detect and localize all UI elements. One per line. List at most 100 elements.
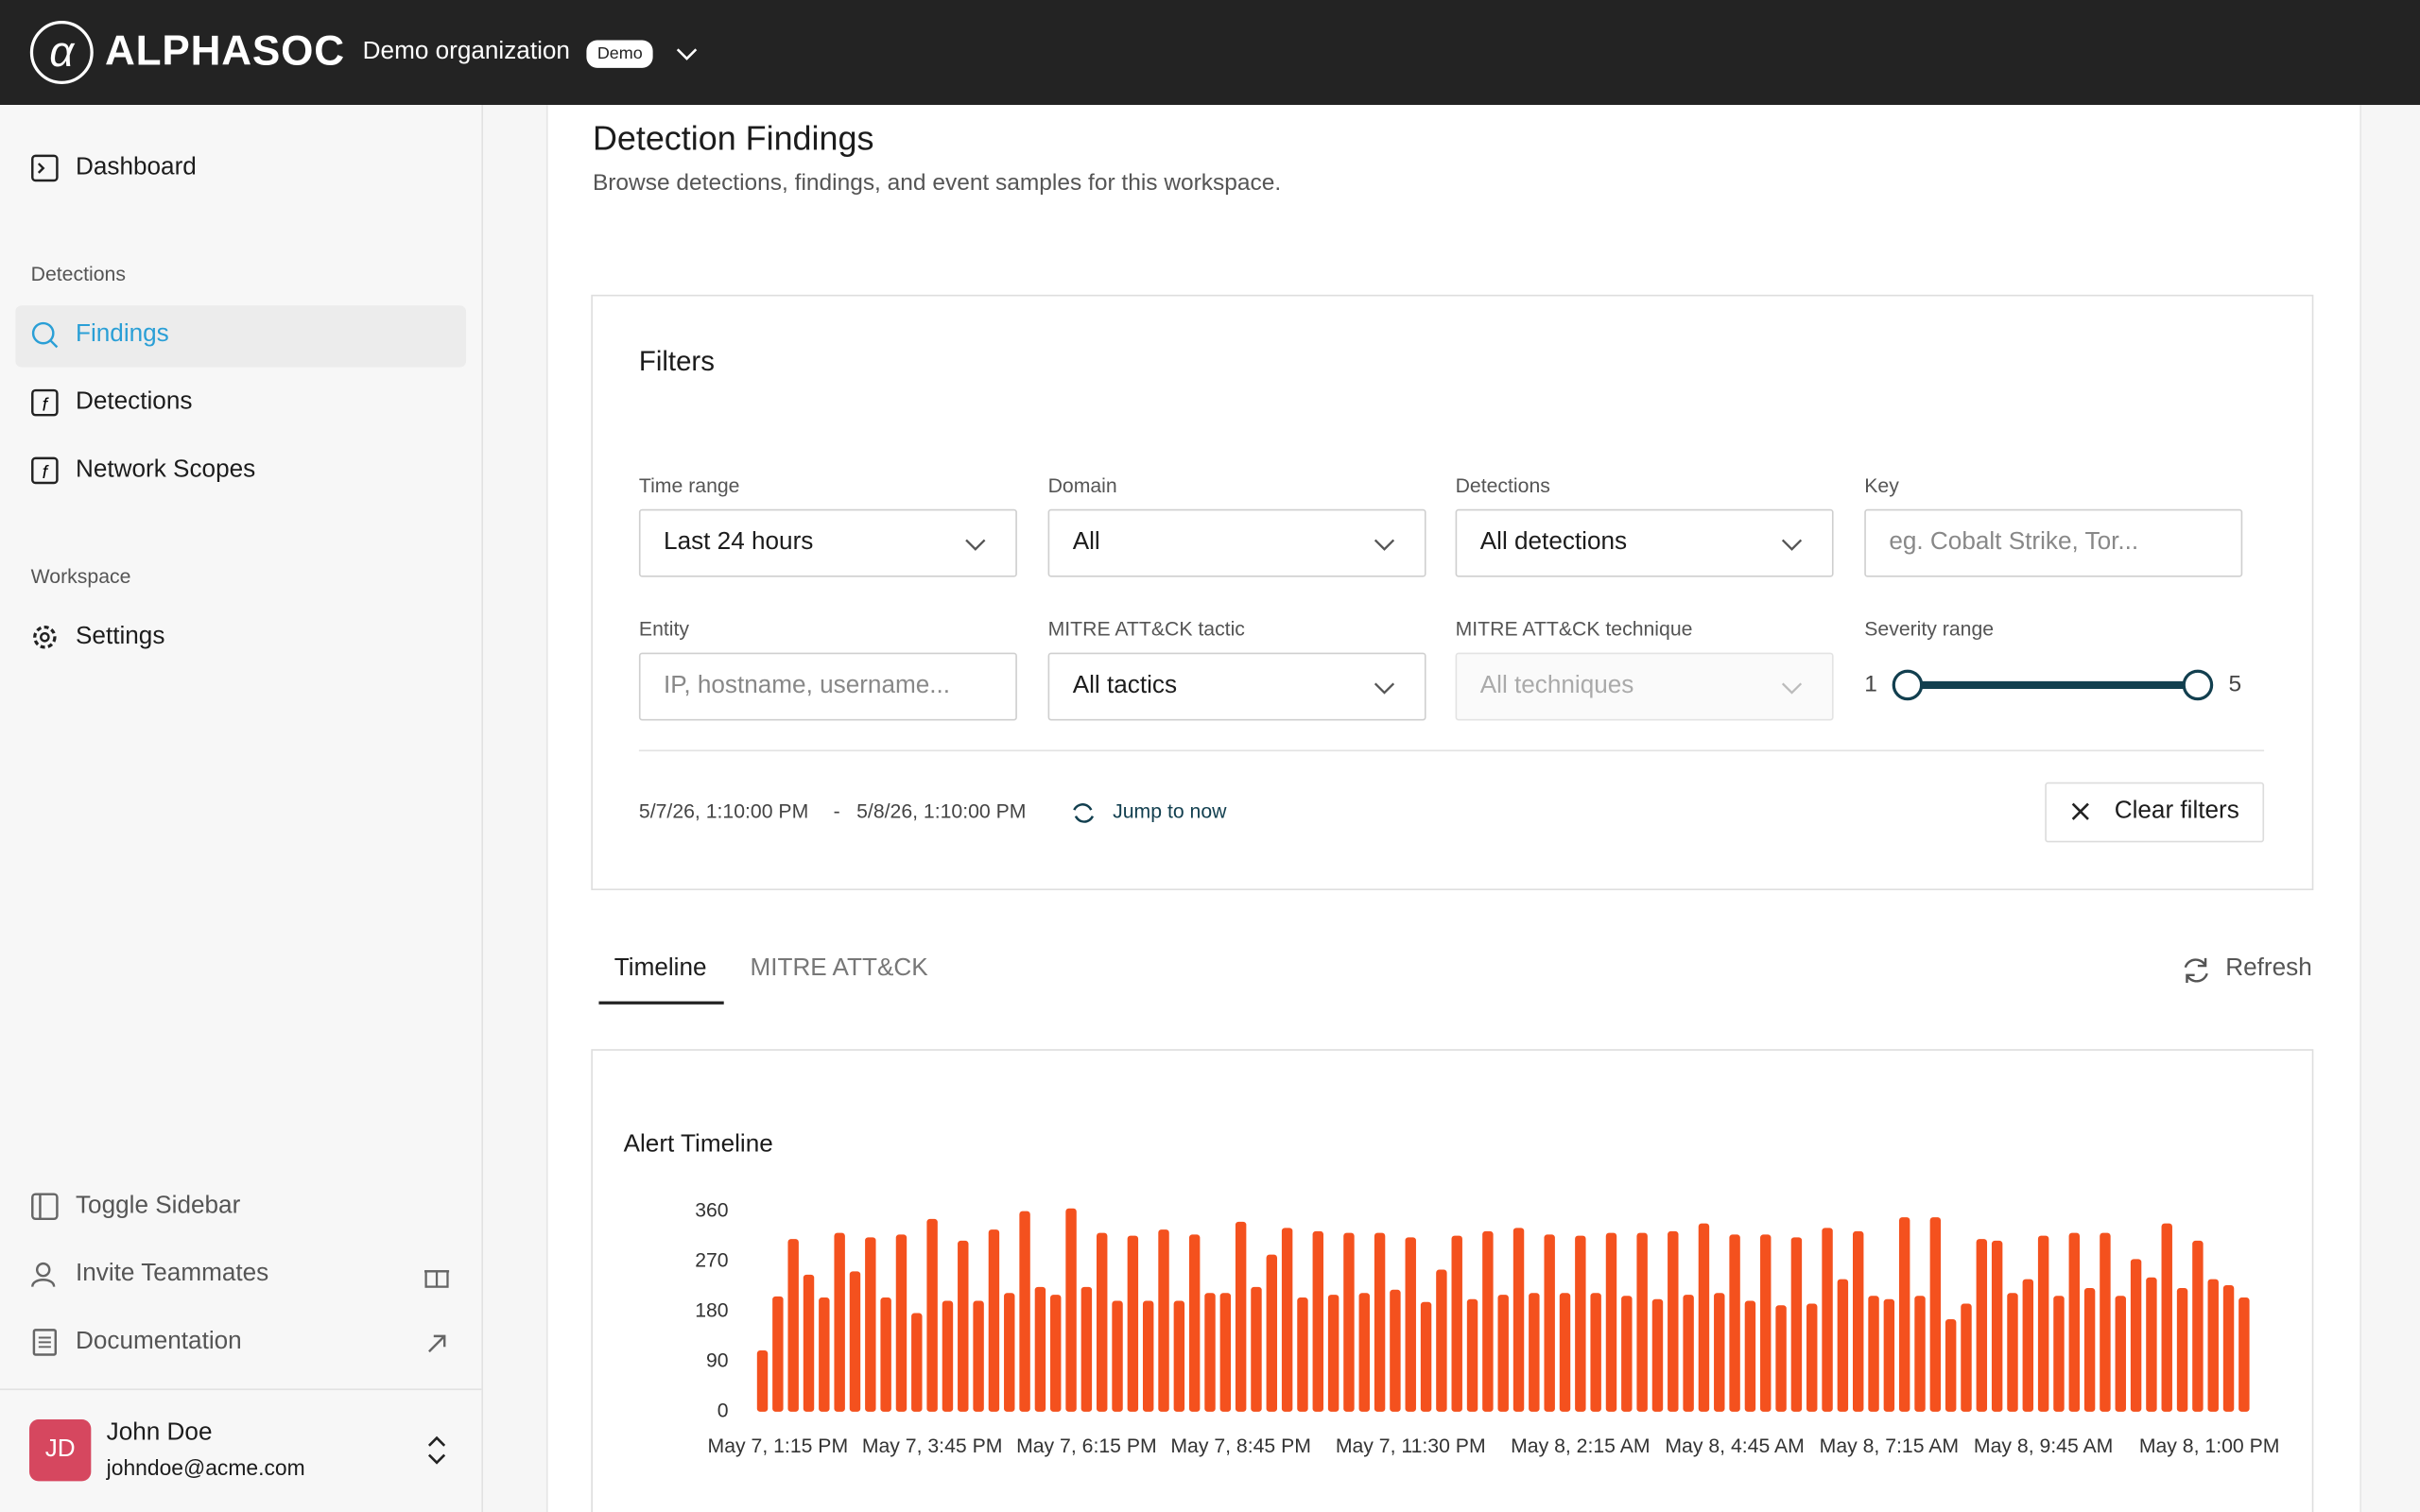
bar	[1173, 1300, 1185, 1412]
x-tick-label: May 8, 7:15 AM	[1820, 1435, 1959, 1457]
bar	[1327, 1295, 1340, 1412]
bar	[1390, 1289, 1401, 1412]
bar	[865, 1237, 876, 1412]
nav-item[interactable]: Toggle Sidebar	[75, 1193, 241, 1219]
page-title: Detection Findings	[592, 118, 874, 158]
bar	[1729, 1234, 1740, 1412]
nav-item[interactable]: Invite Teammates	[75, 1260, 269, 1287]
page-subtitle: Browse detections, findings, and event s…	[592, 169, 1282, 197]
svg-text:f: f	[43, 462, 50, 483]
bar	[2130, 1259, 2142, 1412]
clear-label[interactable]: Clear filters	[2114, 798, 2239, 824]
jump-link[interactable]: Jump to now	[1113, 799, 1227, 823]
bar	[1790, 1237, 1803, 1412]
bar	[1034, 1286, 1046, 1412]
bar	[2222, 1285, 2235, 1412]
tab[interactable]: MITRE ATT&CK	[750, 954, 928, 982]
bar	[895, 1234, 908, 1412]
x-tick-label: May 8, 1:00 PM	[2139, 1435, 2280, 1457]
nav-section: Detections	[30, 262, 126, 286]
bar	[2053, 1296, 2065, 1412]
clear-button[interactable]	[2045, 782, 2265, 843]
field-label: Entity	[638, 617, 690, 641]
brand: ALPHASOC	[105, 27, 345, 75]
nav-item[interactable]: Detections	[75, 388, 193, 416]
x-tick-label: May 7, 1:15 PM	[708, 1435, 849, 1457]
bar	[819, 1297, 830, 1412]
field-label: MITRE ATT&CK technique	[1455, 617, 1693, 641]
bar	[1497, 1295, 1509, 1412]
bar	[1775, 1305, 1787, 1412]
icon	[428, 1334, 446, 1353]
bar	[2007, 1293, 2018, 1412]
bar	[1883, 1298, 1895, 1412]
bar	[1822, 1228, 1833, 1412]
x-tick-label: May 8, 2:15 AM	[1511, 1435, 1650, 1457]
bar	[772, 1296, 784, 1412]
y-tick-label: 180	[695, 1299, 728, 1321]
bar	[1760, 1234, 1772, 1412]
bar	[1065, 1208, 1077, 1412]
bar	[1297, 1297, 1308, 1412]
nav-item[interactable]: Documentation	[75, 1328, 242, 1355]
chevron[interactable]	[674, 43, 699, 65]
x-tick-label: May 7, 8:45 PM	[1170, 1435, 1311, 1457]
text-input[interactable]: IP, hostname, username...	[638, 652, 1017, 721]
nav-item[interactable]: Network Scopes	[75, 456, 256, 484]
icon	[31, 1262, 56, 1287]
icon: f	[31, 388, 59, 417]
select[interactable]: All tactics	[1047, 652, 1426, 721]
severity-slider[interactable]	[1889, 666, 2216, 703]
bar	[1668, 1230, 1679, 1412]
bar	[2192, 1240, 2204, 1412]
icon[interactable]	[424, 1435, 449, 1466]
bar	[1019, 1211, 1030, 1412]
icon	[1073, 803, 1095, 823]
bar	[834, 1232, 845, 1412]
nav-item[interactable]: Findings	[75, 320, 169, 348]
bar	[1991, 1240, 2003, 1412]
icon	[31, 321, 59, 349]
y-tick-label: 270	[695, 1249, 728, 1271]
select[interactable]: Last 24 hours	[638, 508, 1017, 577]
icon	[2184, 957, 2208, 983]
bar	[942, 1300, 954, 1412]
bar	[1251, 1286, 1262, 1412]
bar	[1683, 1295, 1694, 1412]
chart-title: Alert Timeline	[624, 1128, 773, 1157]
bar	[787, 1239, 799, 1412]
avatar: JD	[29, 1419, 92, 1482]
divider	[638, 749, 2265, 752]
nav-section: Workspace	[30, 564, 131, 589]
tab[interactable]: Timeline	[614, 954, 707, 982]
text-input[interactable]: eg. Cobalt Strike, Tor...	[1864, 508, 2243, 577]
select[interactable]: All detections	[1455, 508, 1834, 577]
bar	[2115, 1296, 2126, 1412]
bar	[1451, 1235, 1462, 1412]
nav-item[interactable]: Dashboard	[75, 154, 197, 181]
bar	[1004, 1293, 1015, 1412]
chevron	[1374, 682, 1395, 695]
bar	[1945, 1319, 1957, 1412]
divider	[0, 1388, 482, 1391]
refresh[interactable]: Refresh	[2225, 954, 2312, 982]
org-switcher[interactable]: Demo organization	[362, 38, 570, 65]
bar	[1436, 1269, 1447, 1412]
bar	[1188, 1234, 1201, 1412]
x-tick-label: May 7, 3:45 PM	[862, 1435, 1003, 1457]
icon	[31, 1193, 59, 1221]
bar	[2176, 1288, 2188, 1412]
bar	[1714, 1293, 1725, 1412]
icon	[33, 626, 57, 649]
bar	[1343, 1232, 1355, 1412]
bar	[1529, 1293, 1540, 1412]
select[interactable]: All	[1047, 508, 1426, 577]
nav-item[interactable]: Settings	[75, 623, 165, 650]
chevron	[1374, 539, 1395, 551]
chevron	[1781, 539, 1803, 551]
x-tick-label: May 8, 4:45 AM	[1665, 1435, 1804, 1457]
bar	[926, 1218, 938, 1412]
filters-card	[591, 294, 2314, 891]
svg-text:α: α	[49, 27, 76, 76]
